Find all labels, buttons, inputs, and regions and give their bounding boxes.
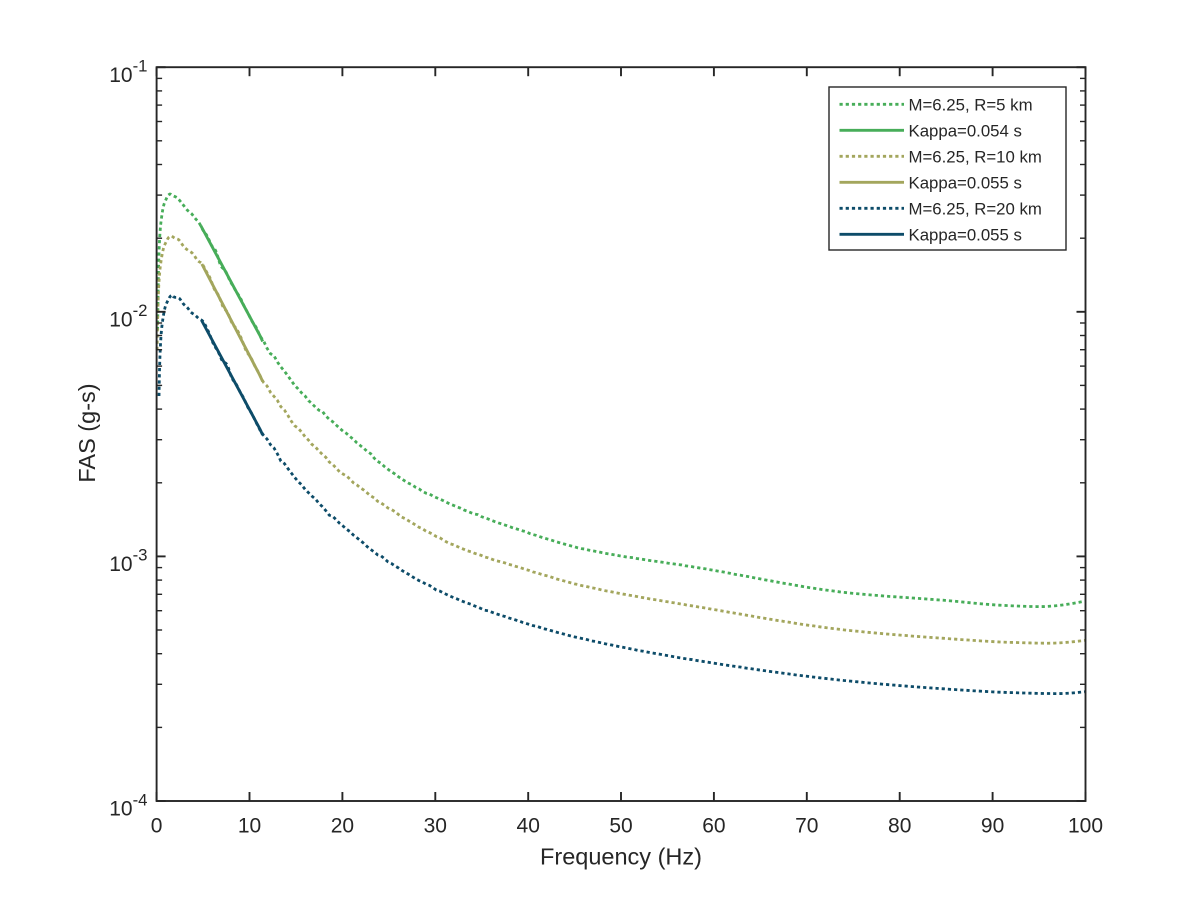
svg-text:M=6.25, R=10 km: M=6.25, R=10 km	[909, 147, 1042, 166]
svg-text:Frequency (Hz): Frequency (Hz)	[540, 843, 702, 869]
svg-text:Kappa=0.055 s: Kappa=0.055 s	[909, 173, 1022, 192]
svg-text:30: 30	[424, 815, 447, 838]
svg-text:100: 100	[1068, 815, 1103, 838]
svg-text:50: 50	[609, 815, 632, 838]
svg-text:70: 70	[795, 815, 818, 838]
svg-text:20: 20	[331, 815, 354, 838]
svg-text:0: 0	[151, 815, 163, 838]
svg-text:80: 80	[888, 815, 911, 838]
svg-text:M=6.25, R=5 km: M=6.25, R=5 km	[909, 95, 1033, 114]
svg-text:FAS (g-s): FAS (g-s)	[74, 383, 100, 482]
svg-text:60: 60	[702, 815, 725, 838]
svg-text:Kappa=0.054 s: Kappa=0.054 s	[909, 121, 1022, 140]
svg-text:10: 10	[238, 815, 261, 838]
svg-text:M=6.25, R=20 km: M=6.25, R=20 km	[909, 199, 1042, 218]
svg-text:40: 40	[517, 815, 540, 838]
svg-text:90: 90	[981, 815, 1004, 838]
svg-text:Kappa=0.055 s: Kappa=0.055 s	[909, 225, 1022, 244]
